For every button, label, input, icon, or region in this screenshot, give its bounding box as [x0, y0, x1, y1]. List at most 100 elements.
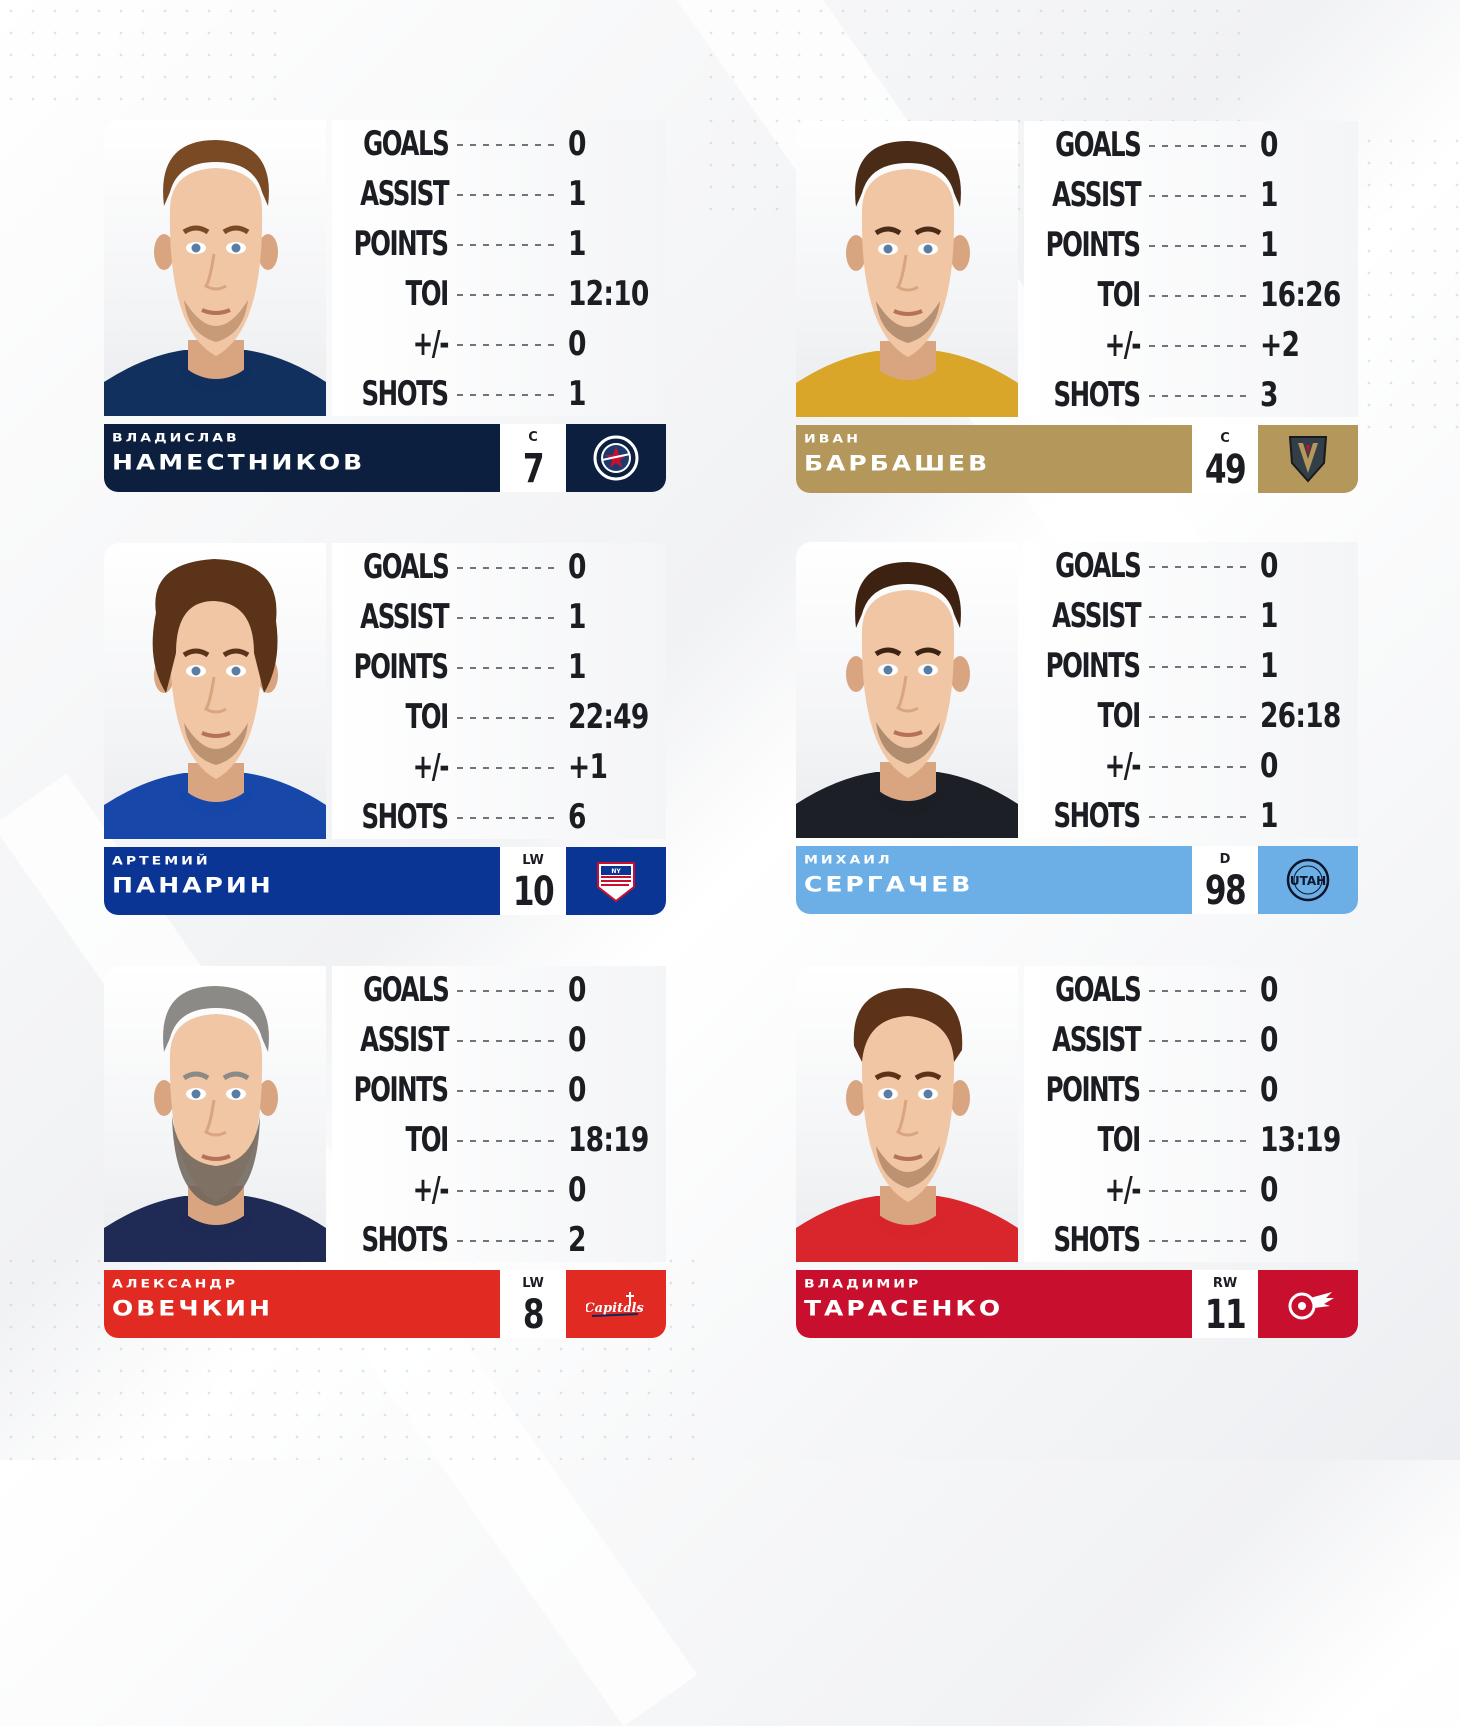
capitals-logo: Capitals: [566, 1270, 666, 1338]
player-portrait: [104, 120, 326, 416]
dash-leader: [1149, 395, 1247, 397]
dash-leader: [1149, 1240, 1247, 1242]
stat-value: 1: [1260, 225, 1278, 265]
stats-panel: GOALS 0 ASSIST 1 POINTS 1 TOI 26:18 +/- 0 SHO…: [1024, 542, 1358, 838]
stat-label: SHOTS: [361, 797, 449, 837]
stat-value: 1: [1260, 175, 1278, 215]
player-first-name: Артемий: [112, 854, 211, 868]
stat-row-goals: GOALS 0: [1024, 121, 1358, 171]
dash-leader: [1149, 766, 1247, 768]
stat-value: 1: [1260, 646, 1278, 686]
stat-label: ASSIST: [360, 174, 449, 214]
stat-row-toi: TOI 13:19: [1024, 1116, 1358, 1166]
dash-leader: [1149, 195, 1247, 197]
stat-row-toi: TOI 12:10: [332, 270, 666, 320]
position-number-box: C 49: [1192, 425, 1258, 493]
dash-leader: [457, 1190, 555, 1192]
player-position: RW: [1212, 1276, 1238, 1291]
utah-logo: UTAH: [1258, 846, 1358, 914]
stat-label: POINTS: [1045, 1070, 1141, 1110]
stat-row-points: POINTS 1: [332, 220, 666, 270]
stat-value: 0: [1260, 1220, 1278, 1260]
dash-leader: [457, 567, 555, 569]
player-number: 98: [1204, 868, 1247, 914]
dash-leader: [457, 1140, 555, 1142]
stat-value: 0: [1260, 1170, 1278, 1210]
player-last-name: Овечкин: [112, 1296, 273, 1321]
stat-label: SHOTS: [1053, 796, 1141, 836]
stat-row-assist: ASSIST 1: [1024, 592, 1358, 642]
stat-row-goals: GOALS 0: [332, 543, 666, 593]
stat-row-toi: TOI 22:49: [332, 693, 666, 743]
player-portrait: [796, 542, 1018, 838]
player-last-name: Наместников: [112, 450, 366, 475]
stat-label: TOI: [1097, 696, 1142, 736]
stat-label: ASSIST: [1052, 596, 1141, 636]
stat-label: POINTS: [1045, 225, 1141, 265]
stat-label: SHOTS: [361, 1220, 449, 1260]
stat-row-toi: TOI 18:19: [332, 1116, 666, 1166]
dash-leader: [457, 617, 555, 619]
dash-leader: [1149, 1190, 1247, 1192]
stat-row-plus-minus: +/- +1: [332, 743, 666, 793]
dash-leader: [1149, 666, 1247, 668]
stat-row-assist: ASSIST 1: [332, 170, 666, 220]
player-illustration: [104, 559, 326, 839]
player-number: 7: [522, 446, 545, 492]
player-number: 49: [1204, 447, 1247, 493]
stat-value: 1: [568, 224, 586, 264]
player-first-name: Иван: [804, 432, 861, 446]
stat-value: 0: [568, 1020, 586, 1060]
stat-row-shots: SHOTS 3: [1024, 371, 1358, 421]
stat-row-shots: SHOTS 6: [332, 793, 666, 843]
dash-leader: [457, 767, 555, 769]
stat-label: +/-: [1104, 1170, 1142, 1210]
player-first-name: Михаил: [804, 853, 893, 867]
stat-label: TOI: [1097, 275, 1142, 315]
player-last-name: Тарасенко: [804, 1296, 1004, 1321]
stat-value: 13:19: [1260, 1120, 1341, 1160]
dash-leader: [457, 344, 555, 346]
red-wings-logo: [1258, 1270, 1358, 1338]
dash-leader: [1149, 1040, 1247, 1042]
stat-label: GOALS: [362, 547, 450, 587]
player-last-name: Барбашев: [804, 451, 991, 476]
stat-label: SHOTS: [361, 374, 449, 414]
stat-row-plus-minus: +/- 0: [1024, 742, 1358, 792]
stat-label: ASSIST: [1052, 175, 1141, 215]
jets-logo: [566, 424, 666, 492]
player-first-name: Владислав: [112, 431, 240, 445]
stat-label: POINTS: [353, 224, 449, 264]
stat-row-shots: SHOTS 1: [332, 370, 666, 420]
dash-leader: [457, 667, 555, 669]
stat-row-assist: ASSIST 0: [1024, 1016, 1358, 1066]
player-card: GOALS 0 ASSIST 1 POINTS 1 TOI 26:18 +/- 0 SHO…: [796, 542, 1358, 914]
stat-value: 1: [568, 374, 586, 414]
stat-row-assist: ASSIST 1: [1024, 171, 1358, 221]
background-dots: [0, 0, 280, 110]
dash-leader: [1149, 616, 1247, 618]
dash-leader: [457, 817, 555, 819]
player-illustration: [104, 986, 326, 1262]
stat-row-plus-minus: +/- 0: [1024, 1166, 1358, 1216]
dash-leader: [1149, 816, 1247, 818]
stat-value: 0: [1260, 125, 1278, 165]
stat-label: GOALS: [1054, 125, 1142, 165]
stat-row-assist: ASSIST 1: [332, 593, 666, 643]
stat-label: +/-: [412, 324, 450, 364]
stat-label: GOALS: [1054, 970, 1142, 1010]
player-last-name: Панарин: [112, 873, 274, 898]
stat-label: +/-: [1104, 746, 1142, 786]
dash-leader: [457, 194, 555, 196]
stat-row-plus-minus: +/- +2: [1024, 321, 1358, 371]
dash-leader: [1149, 345, 1247, 347]
stat-value: 26:18: [1260, 696, 1341, 736]
stat-value: 2: [568, 1220, 586, 1260]
player-card: GOALS 0 ASSIST 1 POINTS 1 TOI 16:26 +/- +2 SH…: [796, 121, 1358, 493]
player-first-name: Александр: [112, 1277, 239, 1291]
stat-value: 0: [568, 1070, 586, 1110]
player-illustration: [796, 141, 1018, 417]
stats-panel: GOALS 0 ASSIST 0 POINTS 0 TOI 13:19 +/- 0 SHO…: [1024, 966, 1358, 1262]
stat-row-plus-minus: +/- 0: [332, 1166, 666, 1216]
player-name-bar: Владимир Тарасенко: [796, 1270, 1192, 1338]
